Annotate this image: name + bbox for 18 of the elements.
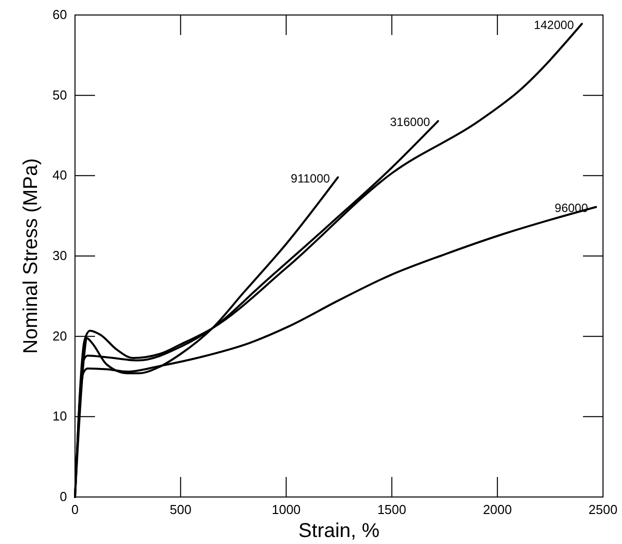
x-tick-label: 1000 — [272, 502, 301, 517]
x-tick-label: 2000 — [482, 502, 512, 517]
series-label: 316000 — [390, 115, 430, 130]
y-axis-title: Nominal Stress (MPa) — [20, 158, 42, 354]
y-tick-label: 40 — [52, 168, 67, 183]
x-axis-title: Strain, % — [298, 520, 380, 542]
y-tick-label: 0 — [60, 489, 67, 504]
y-tick-label: 20 — [52, 328, 67, 344]
x-tick-label: 1500 — [377, 502, 406, 517]
x-tick-label: 500 — [170, 502, 192, 517]
y-tick-label: 60 — [52, 7, 67, 22]
y-tick-label: 50 — [52, 87, 67, 102]
series-label: 911000 — [290, 171, 330, 186]
y-tick-label: 30 — [52, 248, 67, 263]
x-tick-label: 2500 — [588, 502, 618, 517]
y-tick-label: 10 — [52, 408, 67, 424]
series-label: 142000 — [534, 18, 574, 32]
x-tick-label: 0 — [71, 502, 79, 517]
